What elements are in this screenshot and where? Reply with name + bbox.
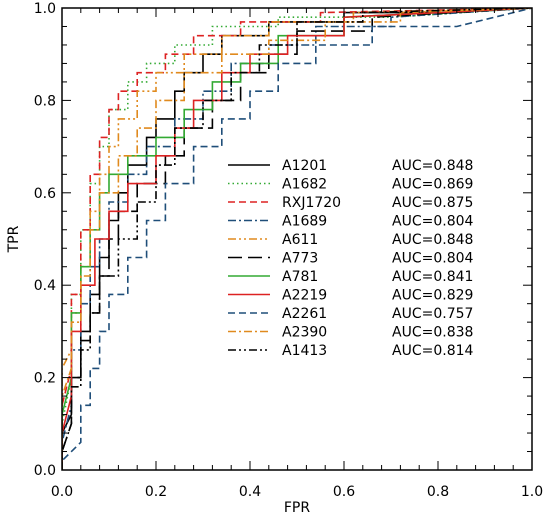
- x-tick-label: 0.8: [427, 484, 449, 500]
- legend: A1201 AUC=0.848 A1682 AUC=0.869 RXJ1720 AUC=0…: [228, 158, 474, 359]
- plot-frame: [61, 7, 533, 471]
- y-axis-label: TPR: [6, 225, 22, 253]
- legend-series-name: RXJ1720: [282, 195, 341, 211]
- y-tick-label: 0.4: [34, 278, 56, 294]
- roc-curve-a2261: [62, 8, 532, 470]
- legend-series-name: A1413: [282, 343, 327, 359]
- x-axis-label: FPR: [284, 500, 310, 516]
- legend-series-name: A611: [282, 232, 318, 248]
- y-tick-label: 0.2: [34, 371, 56, 387]
- ticks-layer: 0.0 0.2 0.4 0.6 0.8 1.0 0.0 0.2 0.4 0.6 0.8 1.0: [34, 1, 543, 500]
- legend-series-name: A781: [282, 269, 318, 285]
- legend-series-name: A1682: [282, 177, 327, 193]
- legend-auc-value: AUC=0.869: [392, 177, 473, 193]
- y-tick-label: 0.6: [34, 186, 56, 202]
- legend-series-name: A773: [282, 251, 318, 267]
- legend-auc-value: AUC=0.848: [392, 158, 473, 174]
- y-tick-label: 1.0: [34, 1, 56, 17]
- y-tick-label: 0.0: [34, 463, 56, 479]
- legend-auc-value: AUC=0.829: [392, 288, 473, 304]
- legend-auc-value: AUC=0.838: [392, 325, 473, 341]
- legend-series-name: A2390: [282, 325, 327, 341]
- legend-auc-value: AUC=0.875: [392, 195, 473, 211]
- legend-series-name: A1689: [282, 214, 327, 230]
- y-tick-label: 0.8: [34, 93, 56, 109]
- legend-auc-value: AUC=0.757: [392, 306, 473, 322]
- x-tick-label: 0.6: [333, 484, 355, 500]
- legend-auc-value: AUC=0.814: [392, 343, 474, 359]
- legend-series-name: A2261: [282, 306, 327, 322]
- legend-auc-value: AUC=0.841: [392, 269, 473, 285]
- legend-auc-value: AUC=0.848: [392, 232, 473, 248]
- legend-series-name: A1201: [282, 158, 327, 174]
- legend-series-name: A2219: [282, 288, 327, 304]
- x-tick-label: 0.4: [239, 484, 261, 500]
- x-tick-label: 0.2: [145, 484, 167, 500]
- x-tick-label: 0.0: [51, 484, 73, 500]
- legend-auc-value: AUC=0.804: [392, 251, 474, 267]
- roc-curve-rxj1720: [62, 8, 532, 470]
- legend-auc-value: AUC=0.804: [392, 214, 474, 230]
- curves-layer: [62, 8, 532, 470]
- x-tick-label: 1.0: [521, 484, 543, 500]
